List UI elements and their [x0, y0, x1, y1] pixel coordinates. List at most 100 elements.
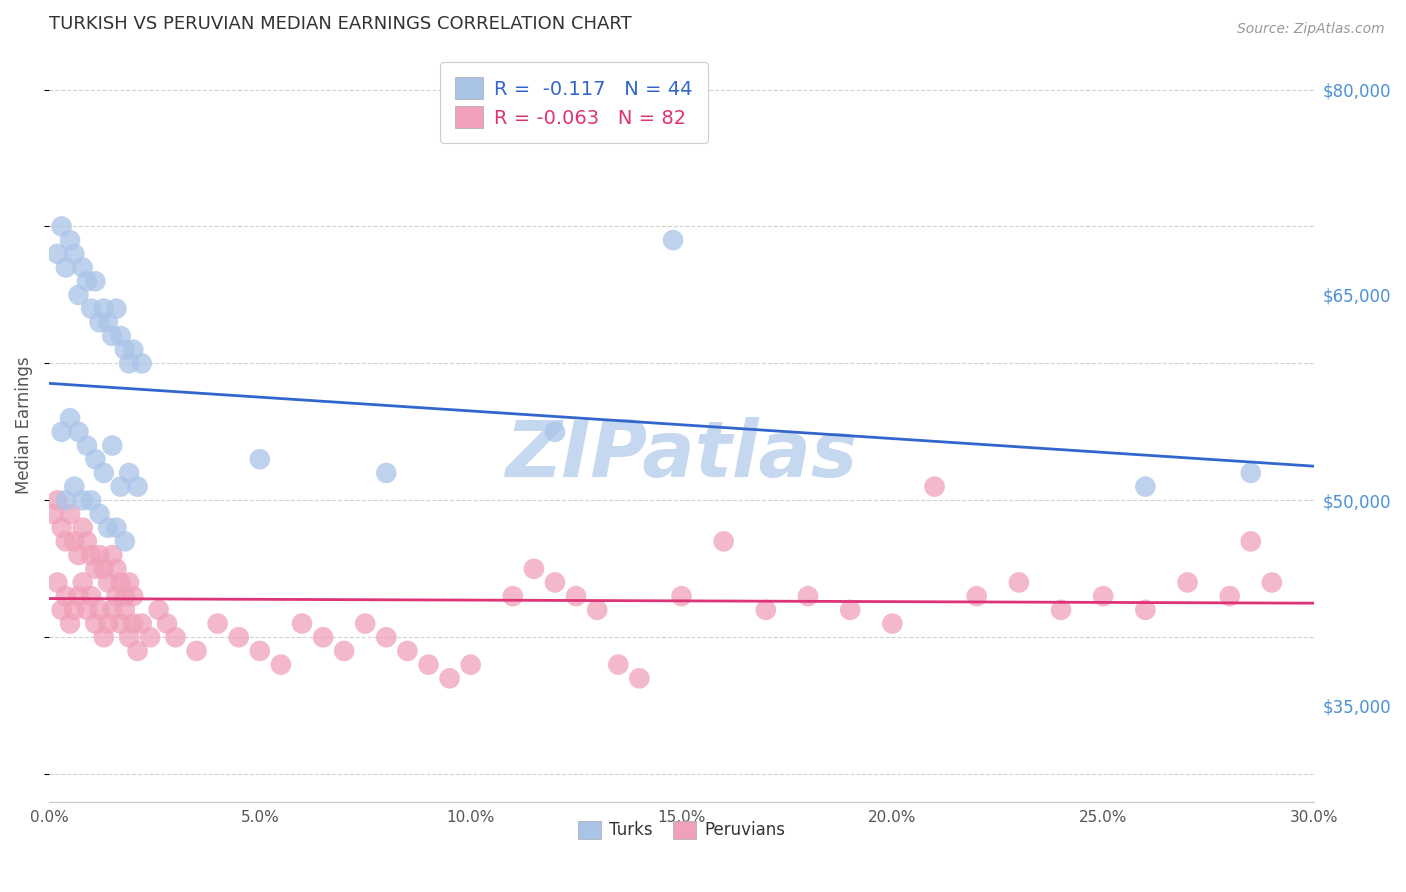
Point	[1177, 575, 1199, 590]
Point	[148, 603, 170, 617]
Point	[105, 521, 128, 535]
Point	[114, 589, 136, 603]
Point	[122, 343, 145, 357]
Point	[460, 657, 482, 672]
Point	[439, 671, 461, 685]
Point	[375, 630, 398, 644]
Point	[607, 657, 630, 672]
Point	[333, 644, 356, 658]
Point	[51, 603, 73, 617]
Text: TURKISH VS PERUVIAN MEDIAN EARNINGS CORRELATION CHART: TURKISH VS PERUVIAN MEDIAN EARNINGS CORR…	[49, 15, 631, 33]
Point	[118, 630, 141, 644]
Point	[72, 521, 94, 535]
Point	[1219, 589, 1241, 603]
Point	[165, 630, 187, 644]
Point	[118, 356, 141, 370]
Point	[118, 575, 141, 590]
Point	[110, 575, 132, 590]
Point	[63, 603, 86, 617]
Point	[76, 603, 98, 617]
Point	[110, 329, 132, 343]
Point	[84, 274, 107, 288]
Point	[101, 329, 124, 343]
Point	[67, 288, 90, 302]
Point	[1008, 575, 1031, 590]
Point	[207, 616, 229, 631]
Point	[1240, 466, 1263, 480]
Point	[118, 466, 141, 480]
Point	[1135, 480, 1157, 494]
Point	[46, 575, 69, 590]
Point	[101, 548, 124, 562]
Point	[76, 274, 98, 288]
Point	[46, 247, 69, 261]
Point	[270, 657, 292, 672]
Point	[127, 480, 149, 494]
Point	[51, 521, 73, 535]
Point	[544, 575, 567, 590]
Point	[105, 562, 128, 576]
Point	[713, 534, 735, 549]
Point	[114, 343, 136, 357]
Point	[131, 616, 153, 631]
Point	[249, 644, 271, 658]
Point	[228, 630, 250, 644]
Point	[565, 589, 588, 603]
Point	[80, 589, 103, 603]
Point	[89, 603, 111, 617]
Point	[924, 480, 946, 494]
Point	[93, 562, 115, 576]
Point	[114, 534, 136, 549]
Point	[72, 260, 94, 275]
Point	[51, 219, 73, 234]
Point	[114, 603, 136, 617]
Point	[63, 480, 86, 494]
Point	[97, 616, 120, 631]
Text: Source: ZipAtlas.com: Source: ZipAtlas.com	[1237, 22, 1385, 37]
Point	[1135, 603, 1157, 617]
Point	[59, 616, 82, 631]
Point	[131, 356, 153, 370]
Point	[1261, 575, 1284, 590]
Point	[67, 589, 90, 603]
Point	[93, 301, 115, 316]
Point	[1050, 603, 1073, 617]
Point	[291, 616, 314, 631]
Text: ZIPatlas: ZIPatlas	[505, 417, 858, 493]
Point	[84, 452, 107, 467]
Point	[101, 438, 124, 452]
Point	[89, 507, 111, 521]
Point	[97, 575, 120, 590]
Legend: Turks, Peruvians: Turks, Peruvians	[571, 814, 792, 846]
Point	[55, 589, 77, 603]
Point	[586, 603, 609, 617]
Point	[63, 247, 86, 261]
Point	[354, 616, 377, 631]
Point	[249, 452, 271, 467]
Point	[1240, 534, 1263, 549]
Point	[97, 315, 120, 329]
Point	[839, 603, 862, 617]
Point	[110, 616, 132, 631]
Point	[72, 493, 94, 508]
Point	[89, 548, 111, 562]
Point	[76, 438, 98, 452]
Point	[67, 425, 90, 439]
Point	[80, 548, 103, 562]
Point	[59, 233, 82, 247]
Point	[122, 589, 145, 603]
Point	[105, 589, 128, 603]
Point	[544, 425, 567, 439]
Point	[127, 644, 149, 658]
Point	[882, 616, 904, 631]
Point	[93, 630, 115, 644]
Point	[72, 575, 94, 590]
Point	[101, 603, 124, 617]
Point	[42, 507, 65, 521]
Point	[186, 644, 208, 658]
Point	[662, 233, 685, 247]
Point	[628, 671, 651, 685]
Point	[105, 301, 128, 316]
Point	[966, 589, 988, 603]
Point	[63, 534, 86, 549]
